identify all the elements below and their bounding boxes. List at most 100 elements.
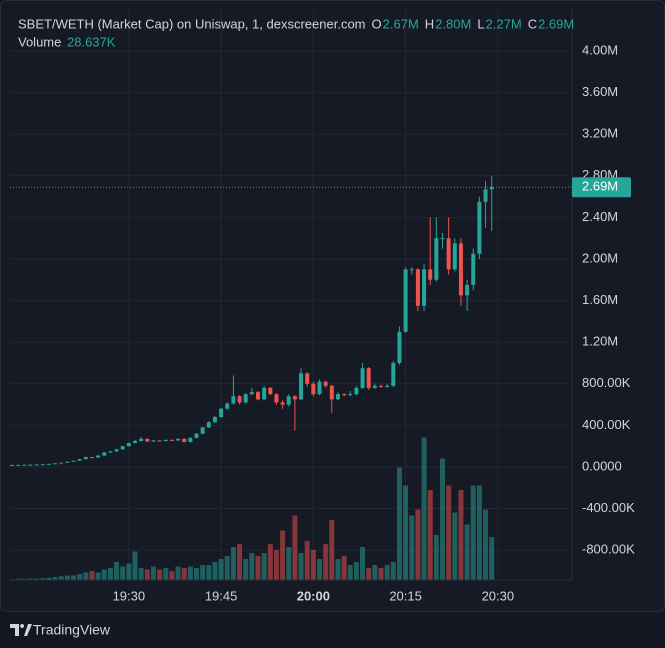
candle-body <box>28 464 33 466</box>
volume-bar <box>341 556 347 580</box>
volume-bar <box>169 571 175 580</box>
candle-body <box>268 387 273 395</box>
volume-bar <box>46 577 52 580</box>
legend-value: 2.67M <box>383 16 419 31</box>
candle-body <box>256 392 260 400</box>
candle-body <box>163 439 168 441</box>
volume-bar <box>403 485 409 580</box>
x-tick-label: 20:00 <box>297 588 330 603</box>
volume-bar <box>224 556 230 580</box>
volume-bar <box>230 547 236 580</box>
candle-body <box>366 368 371 388</box>
candle-body <box>489 187 494 190</box>
y-tick-label: -400.00K <box>582 500 635 515</box>
y-tick-label: 2.40M <box>582 209 618 224</box>
volume-bar <box>458 490 464 580</box>
volume-title: Volume <box>18 34 61 49</box>
y-tick-label: 1.20M <box>582 334 618 349</box>
candle-body <box>71 460 76 462</box>
volume-bar <box>470 485 476 580</box>
y-tick-label: 4.00M <box>582 42 618 57</box>
volume-value: 28.637K <box>67 34 116 49</box>
candle-body <box>385 385 390 387</box>
candle-body <box>237 396 242 403</box>
volume-bar <box>476 485 482 580</box>
volume-bar <box>150 566 156 580</box>
volume-bar <box>292 515 298 580</box>
volume-bar <box>83 572 89 580</box>
volume-bar <box>360 547 366 580</box>
candle-body <box>465 284 470 296</box>
volume-bar <box>200 565 206 580</box>
volume-bar <box>21 578 27 580</box>
candle-body <box>403 269 408 332</box>
volume-bar <box>255 556 261 580</box>
candle-body <box>188 437 193 442</box>
volume-bar <box>384 565 390 580</box>
volume-bar <box>144 569 150 580</box>
volume-bar <box>280 530 286 580</box>
chart-title: SBET/WETH (Market Cap) on Uniswap, 1, de… <box>18 16 366 31</box>
legend-value: 2.80M <box>435 16 471 31</box>
volume-bar <box>58 576 64 580</box>
volume-bar <box>34 578 40 580</box>
volume-bar <box>261 553 267 580</box>
candle-body <box>477 201 482 254</box>
candle-body <box>397 331 402 363</box>
volume-bar <box>421 437 427 580</box>
volume-bar <box>243 559 249 580</box>
candle-body <box>102 452 107 456</box>
brand: TradingView <box>33 622 111 638</box>
candle-body <box>126 443 131 447</box>
volume-bar <box>71 575 76 580</box>
y-tick-label: 2.00M <box>582 250 618 265</box>
candle-body <box>89 457 94 459</box>
candle-body <box>157 440 162 442</box>
candle-body <box>452 243 457 270</box>
volume-bar <box>249 553 255 580</box>
volume-bar <box>181 568 187 580</box>
candle-body <box>311 383 316 395</box>
last-price-label: 2.69M <box>582 179 618 194</box>
candle-body <box>145 438 150 442</box>
volume-bar <box>378 568 384 580</box>
candle-body <box>108 451 113 453</box>
legend-key: H <box>425 16 434 31</box>
candle-body <box>151 440 156 442</box>
x-tick-label: 19:45 <box>205 588 238 603</box>
x-tick-label: 20:30 <box>482 588 515 603</box>
volume-bar <box>335 559 341 580</box>
candle-body <box>317 381 322 395</box>
candle-body <box>200 427 205 434</box>
volume-bar <box>396 467 402 580</box>
volume-bar <box>218 559 224 580</box>
candle-body <box>120 446 125 450</box>
candle-body <box>194 433 199 438</box>
y-tick-label: 0.0000 <box>582 458 622 473</box>
volume-bar <box>286 547 292 580</box>
volume-bar <box>120 566 126 580</box>
volume-bar <box>409 515 415 580</box>
candle-body <box>22 464 27 466</box>
volume-bar <box>126 563 132 580</box>
volume-bar <box>107 568 113 580</box>
y-tick-label: 3.60M <box>582 84 618 99</box>
volume-bar <box>95 572 101 580</box>
volume-bar <box>347 565 353 580</box>
volume-bar <box>440 458 445 580</box>
volume-bar <box>329 520 335 580</box>
volume-bar <box>132 551 138 580</box>
volume-bar <box>323 544 329 580</box>
candle-body <box>83 457 88 460</box>
candle-body <box>53 463 58 465</box>
volume-bar <box>489 537 495 580</box>
volume-bar <box>194 568 199 580</box>
volume-bar <box>483 509 489 580</box>
y-tick-label: -800.00K <box>582 542 635 557</box>
candle-body <box>212 417 217 423</box>
candle-body <box>274 394 279 403</box>
candle-body <box>182 438 187 442</box>
candle-body <box>391 362 396 386</box>
footer: TradingView <box>10 622 111 638</box>
candle-body <box>139 438 144 441</box>
